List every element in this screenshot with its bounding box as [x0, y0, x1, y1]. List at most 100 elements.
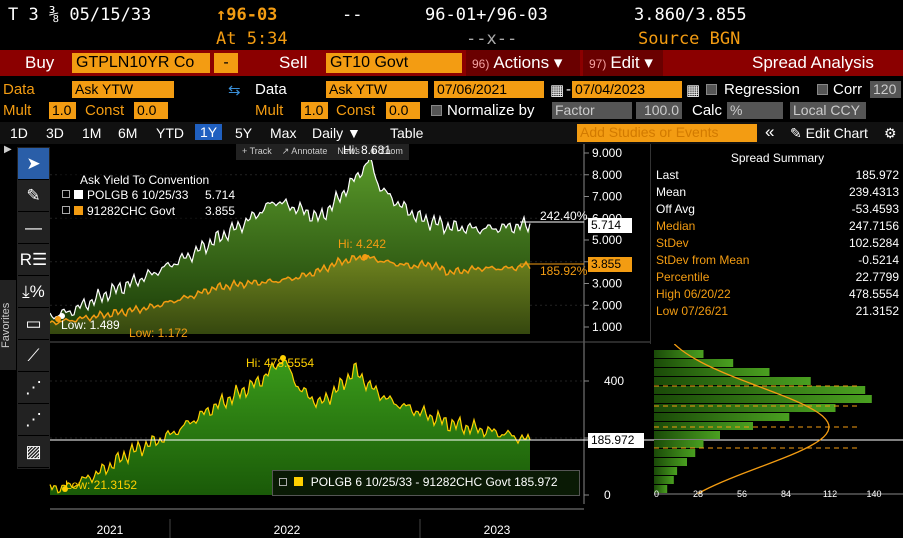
collapse-icon[interactable]	[62, 206, 70, 214]
period-3d[interactable]: 3D	[46, 125, 64, 141]
mult2-label: Mult	[255, 102, 284, 119]
fibonacci-icon[interactable]: ▨	[18, 436, 49, 468]
ticker-subbar: At 5:34 --x-- Source BGN	[0, 28, 903, 50]
summary-key: Median	[656, 219, 696, 233]
buy-security-input[interactable]: GTPLN10YR Co	[72, 53, 210, 73]
multi-point-icon[interactable]: ⋰	[18, 372, 49, 404]
histogram-bar	[654, 395, 872, 403]
us-high-label: Hi: 4.242	[338, 237, 387, 251]
calendar-icon[interactable]: ▦	[686, 82, 701, 99]
gear-icon[interactable]: ⚙	[884, 125, 897, 141]
polgb-last-tag: 5.714	[588, 218, 632, 233]
collapse-icon[interactable]	[62, 190, 70, 198]
period-1m[interactable]: 1M	[82, 125, 102, 141]
command-bar: Buy GTPLN10YR Co - Sell GT10 Govt 96) Act…	[0, 50, 903, 76]
summary-key: Off Avg	[656, 202, 695, 216]
const2-input[interactable]: 0.0	[386, 102, 420, 119]
factor-input[interactable]: 100.0	[636, 102, 682, 119]
period-1d[interactable]: 1D	[10, 125, 28, 141]
corr-label: Corr	[833, 81, 863, 98]
trade-time: At 5:34	[216, 29, 288, 49]
period-bar: 1D 3D 1M 6M YTD 1Y 5Y Max Daily ▼ Table …	[0, 122, 903, 144]
edit-menu[interactable]: 97) Edit ▾	[583, 50, 663, 76]
normalize-checkbox[interactable]	[431, 105, 442, 116]
percent-tool-icon[interactable]: ⤓%	[18, 276, 49, 308]
us-low-marker	[55, 316, 61, 322]
mult2-input[interactable]: 1.0	[301, 102, 328, 119]
chart-area[interactable]: 9.0008.0007.0006.0005.0004.0003.0002.000…	[0, 144, 903, 538]
hist-tick-label: 140	[866, 489, 881, 499]
summary-row: Last 185.972	[656, 168, 899, 185]
calc-select[interactable]: %	[727, 102, 783, 119]
news-tool[interactable]: News	[337, 146, 360, 156]
regression-checkbox[interactable]	[706, 84, 717, 95]
zoom-tool[interactable]: ⊕ Zoom	[369, 146, 403, 156]
pointer-icon[interactable]: ➤	[18, 148, 49, 180]
data2-select[interactable]: Ask YTW	[326, 81, 428, 98]
actions-menu[interactable]: 96) Actions ▾	[466, 50, 580, 76]
rectangle-icon[interactable]: ▭	[18, 308, 49, 340]
spread-area	[50, 360, 530, 495]
histogram-bar	[654, 377, 811, 385]
edit-chart-button[interactable]: ✎ Edit Chart	[790, 125, 868, 141]
y-tick-label: 2.000	[592, 298, 622, 312]
period-max[interactable]: Max	[270, 125, 297, 141]
calendar-icon[interactable]: ▦	[550, 82, 565, 99]
period-ytd[interactable]: YTD	[156, 125, 184, 141]
buy-dropdown[interactable]: -	[214, 53, 238, 73]
yield-bid-ask: 3.860/3.855	[634, 5, 747, 25]
horizontal-line-icon[interactable]: —	[18, 212, 49, 244]
summary-row: StDev from Mean -0.5214	[656, 253, 899, 270]
normal-curve	[673, 343, 830, 495]
collapse-icon[interactable]	[279, 478, 287, 486]
summary-value: 247.7156	[848, 219, 899, 233]
summary-row: Percentile 22.7799	[656, 270, 899, 287]
source: Source BGN	[638, 29, 741, 49]
favorites-tab[interactable]: Favorites	[0, 280, 16, 370]
swap-icon[interactable]: ⇆	[228, 82, 241, 99]
hist-tick-label: 28	[693, 489, 703, 499]
factor-select[interactable]: Factor	[552, 102, 632, 119]
track-tool[interactable]: + Track	[242, 146, 272, 156]
summary-row: Mean 239.4313	[656, 185, 899, 202]
corr-checkbox[interactable]	[817, 84, 828, 95]
frequency-select[interactable]: Daily ▼	[312, 125, 361, 141]
period-6m[interactable]: 6M	[118, 125, 138, 141]
sell-security-input[interactable]: GT10 Govt	[326, 53, 462, 73]
spread-high-label: Hi: 478.5554	[246, 356, 315, 370]
pencil-icon[interactable]: ✎	[18, 180, 49, 212]
ticker-bar: T 3 ⅜ 05/15/33 ↑96-03 -- 96-01+/96-03 3.…	[0, 0, 903, 28]
bottom-legend[interactable]: POLGB 6 10/25/33 - 91282CHC Govt 185.972	[272, 470, 580, 496]
y-tick-label: 400	[604, 374, 624, 388]
x-tick-labels: 2021 2022 2023	[97, 523, 511, 537]
start-date-input[interactable]: 07/06/2021	[434, 81, 544, 98]
summary-key: Percentile	[656, 270, 710, 284]
collapse-icon[interactable]: «	[765, 122, 775, 141]
const1-input[interactable]: 0.0	[134, 102, 168, 119]
polgb-high-label: Hi: 8.681	[343, 143, 392, 157]
trendline-icon[interactable]: ⟋	[18, 340, 49, 372]
corr-input[interactable]: 120	[870, 81, 901, 98]
expand-arrow-icon[interactable]: ▶	[4, 144, 12, 155]
data1-select[interactable]: Ask YTW	[72, 81, 174, 98]
text-tool-icon[interactable]: R☰	[18, 244, 49, 276]
table-button[interactable]: Table	[390, 125, 424, 141]
summary-key: Mean	[656, 185, 687, 199]
normalize-label: Normalize by	[447, 102, 535, 119]
studies-input[interactable]: Add Studies or Events	[577, 124, 757, 142]
histogram-bar	[654, 440, 704, 448]
summary-key: StDev from Mean	[656, 253, 750, 267]
controls-row-1: Data Ask YTW ⇆ Data Ask YTW 07/06/2021 ▦…	[0, 80, 903, 100]
channel-icon[interactable]: ⋰	[18, 404, 49, 436]
currency-select[interactable]: Local CCY	[790, 102, 866, 119]
mult1-input[interactable]: 1.0	[49, 102, 76, 119]
summary-key: High 06/20/22	[656, 287, 731, 301]
bid-ask: 96-01+/96-03	[425, 5, 548, 25]
summary-value: 102.5284	[848, 236, 899, 250]
y-tick-label: 1.000	[592, 320, 622, 334]
annotate-tool[interactable]: ↗ Annotate	[281, 146, 328, 156]
period-1y[interactable]: 1Y	[195, 124, 223, 140]
period-5y[interactable]: 5Y	[235, 125, 253, 141]
end-date-input[interactable]: 07/04/2023	[572, 81, 682, 98]
us-area	[50, 255, 530, 334]
